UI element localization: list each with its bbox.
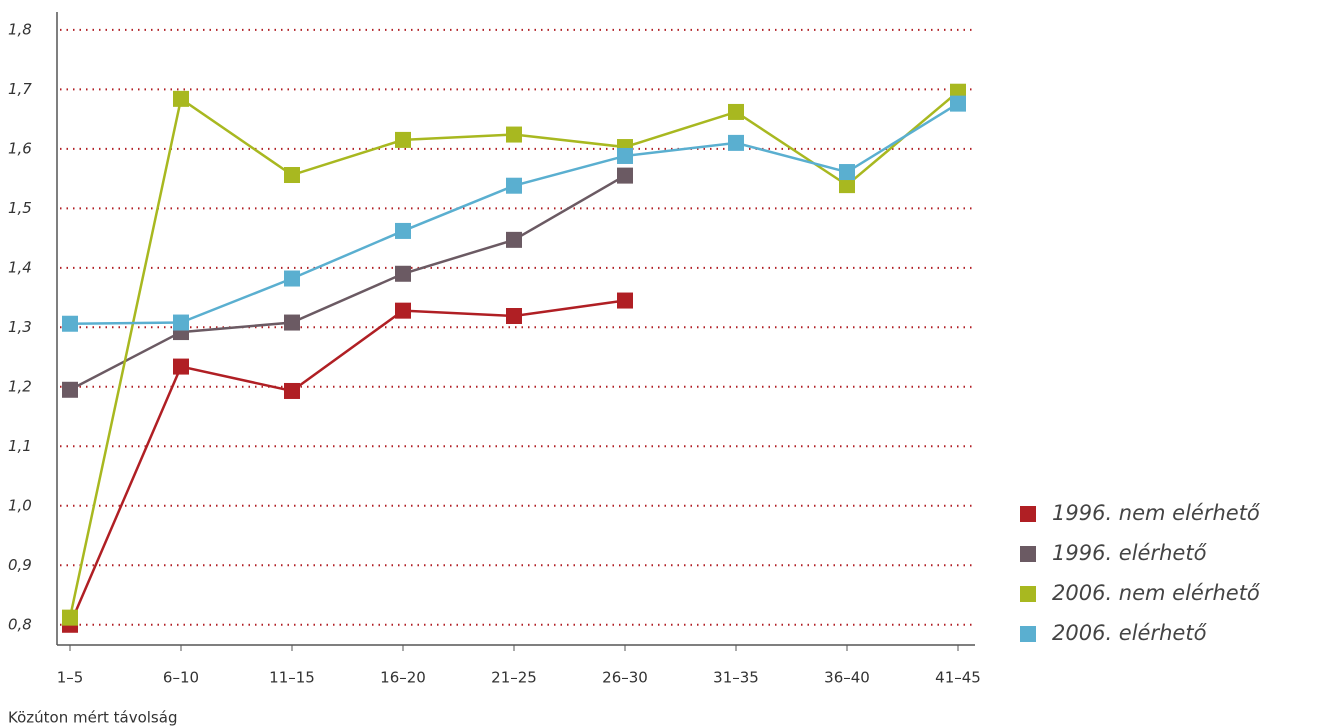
point: [839, 164, 855, 181]
point: [728, 134, 744, 151]
y-tick-label: 1,3: [8, 318, 32, 336]
series-line: [68, 299, 626, 626]
y-tick-label: 1,0: [8, 496, 32, 514]
point: [617, 167, 633, 184]
legend-swatch: [1020, 586, 1036, 602]
point: [617, 292, 633, 309]
x-tick-label: 21–25: [491, 669, 537, 687]
point: [173, 314, 189, 331]
y-tick-label: 1,8: [8, 20, 32, 38]
y-tick-label: 0,9: [8, 556, 32, 574]
legend-swatch: [1020, 506, 1036, 522]
legend-swatch: [1020, 626, 1036, 642]
y-tick-label: 1,4: [8, 258, 32, 276]
point: [395, 265, 411, 282]
legend-swatch: [1020, 546, 1036, 562]
x-tick-label: 31–35: [713, 669, 759, 687]
point: [506, 177, 522, 194]
y-tick-label: 1,1: [8, 437, 32, 455]
x-axis-title: Közúton mért távolság: [8, 709, 177, 727]
point: [173, 358, 189, 375]
point: [506, 126, 522, 143]
point: [62, 609, 78, 626]
x-tick-label: 1–5: [57, 669, 84, 687]
point: [284, 382, 300, 399]
point: [617, 147, 633, 164]
point: [62, 381, 78, 398]
point: [728, 103, 744, 120]
x-tick-label: 26–30: [602, 669, 648, 687]
point: [395, 302, 411, 319]
legend-label: 2006. nem elérhető: [1052, 581, 1261, 605]
y-tick-label: 1,2: [8, 377, 32, 395]
point: [839, 177, 855, 194]
x-tick-label: 11–15: [269, 669, 315, 687]
point: [950, 95, 966, 112]
point: [62, 315, 78, 332]
point: [284, 314, 300, 331]
x-tick-label: 6–10: [163, 669, 199, 687]
point: [173, 90, 189, 107]
x-tick-label: 41–45: [935, 669, 981, 687]
y-tick-label: 1,7: [8, 80, 32, 98]
y-tick-label: 0,8: [8, 615, 32, 633]
point: [395, 222, 411, 239]
point: [395, 131, 411, 148]
y-tick-label: 1,6: [8, 139, 32, 157]
legend-label: 2006. elérhető: [1052, 621, 1208, 645]
point: [284, 270, 300, 287]
x-tick-label: 36–40: [824, 669, 870, 687]
series-line: [68, 90, 959, 618]
y-tick-label: 1,5: [8, 199, 32, 217]
series-line: [69, 174, 626, 391]
x-tick-label: 16–20: [380, 669, 426, 687]
legend-label: 1996. nem elérhető: [1052, 501, 1261, 525]
legend-label: 1996. elérhető: [1052, 541, 1208, 565]
point: [506, 308, 522, 325]
point: [284, 167, 300, 184]
point: [506, 231, 522, 248]
